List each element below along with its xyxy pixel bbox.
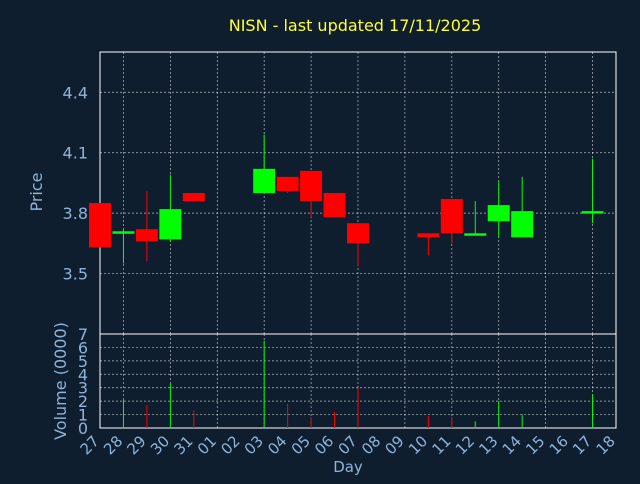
candle — [440, 199, 463, 244]
x-tick-label: 05 — [288, 432, 314, 458]
price-tick-label: 3.5 — [63, 265, 88, 284]
price-tick-label: 4.1 — [63, 144, 88, 163]
volume-tick-label: 4 — [78, 365, 88, 384]
x-axis-ticks: 2728293031010203040506070809101112131415… — [77, 432, 619, 458]
x-tick-label: 08 — [358, 432, 384, 458]
volume-tick-label: 7 — [78, 325, 88, 344]
candle — [511, 176, 534, 238]
candle — [417, 233, 440, 256]
volume-tick-label: 5 — [78, 352, 88, 371]
candle-body — [347, 223, 369, 244]
candle-body — [440, 199, 463, 234]
x-tick-label: 11 — [428, 432, 454, 458]
candle — [182, 193, 205, 202]
volume-tick-label: 6 — [78, 338, 88, 357]
chart-title: NISN - last updated 17/11/2025 — [229, 16, 482, 35]
x-tick-label: 07 — [335, 432, 361, 458]
candle — [276, 176, 299, 193]
candle-body — [581, 211, 604, 214]
price-tick-label: 3.8 — [63, 204, 88, 223]
x-tick-label: 02 — [217, 432, 243, 458]
volume-tick-label: 2 — [78, 392, 88, 411]
x-tick-label: 18 — [593, 432, 619, 458]
x-tick-label: 12 — [452, 432, 478, 458]
candle-body — [464, 233, 487, 236]
x-tick-label: 28 — [100, 432, 126, 458]
x-tick-label: 13 — [475, 432, 501, 458]
x-tick-label: 29 — [124, 432, 150, 458]
candle — [300, 170, 323, 218]
candle-body — [182, 193, 205, 202]
price-tick-label: 4.4 — [63, 83, 88, 102]
volume-tick-label: 1 — [78, 406, 88, 425]
x-tick-label: 14 — [499, 432, 525, 458]
x-axis-label: Day — [333, 458, 363, 476]
x-tick-label: 16 — [546, 432, 572, 458]
candle — [323, 193, 346, 218]
candle-body — [135, 229, 158, 242]
candle — [135, 190, 158, 262]
volume-axis-label: Volume (0000) — [51, 322, 70, 440]
candle-body — [253, 168, 276, 193]
candle-body — [417, 233, 440, 238]
candle-body — [323, 193, 346, 218]
candle-body — [487, 205, 510, 222]
candle — [487, 180, 510, 238]
x-tick-label: 17 — [569, 432, 595, 458]
candle-body — [300, 170, 323, 202]
candle — [253, 134, 276, 193]
candle — [159, 174, 182, 242]
price-axis-label: Price — [27, 172, 46, 211]
candle-body — [89, 203, 111, 248]
candle — [112, 229, 135, 264]
volume-tick-label: 3 — [78, 379, 88, 398]
x-tick-label: 01 — [194, 432, 220, 458]
candle — [464, 201, 487, 236]
candle-body — [511, 211, 534, 238]
x-tick-label: 10 — [405, 432, 431, 458]
candle — [581, 158, 604, 224]
candle-body — [276, 176, 299, 191]
x-tick-label: 04 — [264, 432, 290, 458]
candle-body — [159, 209, 182, 240]
volume-tick-label: 0 — [78, 419, 88, 438]
candle — [89, 203, 111, 248]
x-tick-label: 03 — [241, 432, 267, 458]
x-tick-label: 15 — [522, 432, 548, 458]
x-tick-label: 06 — [311, 432, 337, 458]
x-tick-label: 09 — [382, 432, 408, 458]
price-panel: 3.5 3.8 4.1 4.4 — [63, 51, 617, 335]
candle-body — [112, 231, 135, 234]
candle — [347, 223, 369, 266]
x-tick-label: 30 — [147, 432, 173, 458]
x-tick-label: 31 — [170, 432, 196, 458]
